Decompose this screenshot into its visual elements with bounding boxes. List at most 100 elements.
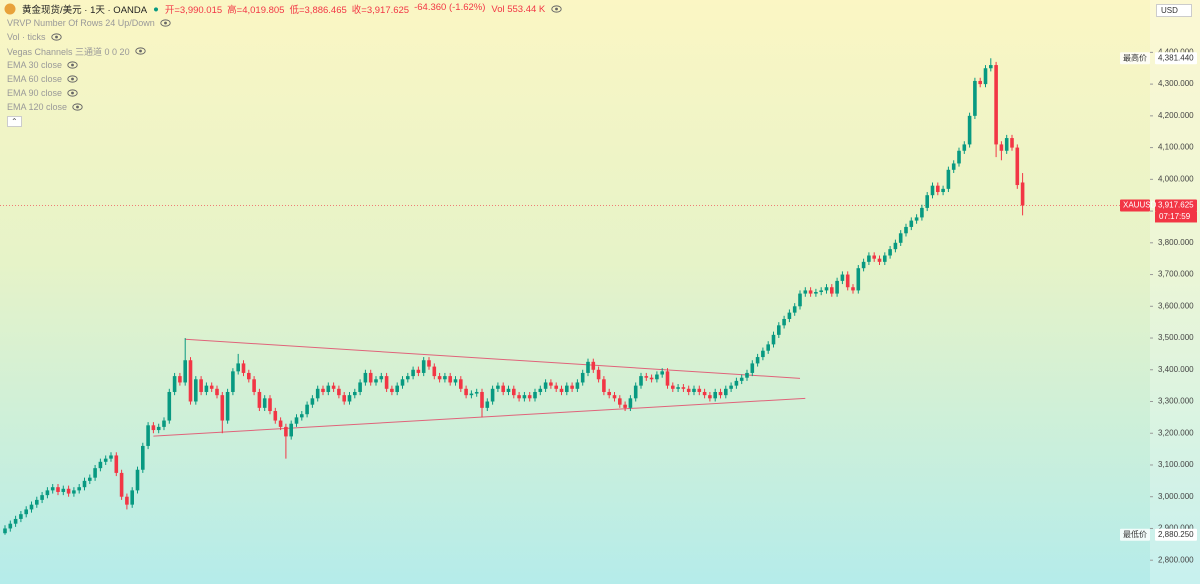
eye-icon[interactable] [72, 103, 83, 111]
indicator: EMA 60 close [0, 72, 562, 86]
candle-body [98, 461, 103, 469]
candle-body [331, 385, 336, 389]
price-tag [1155, 199, 1197, 212]
candle-body [830, 287, 834, 294]
candle-body [289, 423, 293, 437]
candle-body [294, 417, 299, 424]
candle-body [607, 391, 611, 396]
price-tag-label-bg [1120, 199, 1150, 212]
candle-body [268, 398, 272, 412]
candle-body [930, 185, 935, 196]
candle-body [718, 391, 723, 396]
candle-body [835, 280, 839, 294]
eye-icon[interactable] [67, 89, 78, 97]
eye-icon[interactable] [67, 75, 78, 83]
candle-body [225, 391, 230, 421]
candle-body [40, 495, 44, 500]
y-tick-label: 3,300.000 [1158, 397, 1194, 406]
candle-body [8, 523, 13, 529]
candle-body [962, 144, 967, 151]
candle-body [580, 372, 585, 383]
candle-body [310, 398, 315, 405]
candle-body [967, 115, 972, 145]
candle-body [888, 249, 892, 256]
candle-body [946, 169, 951, 189]
price-tag-value: 2,880.250 [1158, 530, 1194, 539]
candle-body [321, 388, 325, 392]
candle-body [220, 395, 225, 421]
y-tick-label: 3,400.000 [1158, 365, 1194, 374]
candle-body [374, 379, 378, 383]
candle-body [119, 472, 124, 497]
candle-body [543, 382, 548, 389]
eye-icon[interactable] [67, 61, 78, 69]
y-tick-label: 3,700.000 [1158, 270, 1194, 279]
candle-body [315, 388, 320, 399]
candle-body [702, 391, 707, 396]
candle-body [914, 217, 919, 221]
countdown-bg [1155, 211, 1197, 223]
candle-body [840, 274, 845, 281]
candle-body [257, 391, 262, 408]
candle-body [565, 385, 569, 392]
candle-body [411, 369, 415, 377]
candle-body [368, 372, 373, 383]
candle-body [941, 188, 945, 193]
candle-body [384, 376, 389, 389]
trendline [185, 338, 801, 379]
candle-body [973, 80, 977, 116]
eye-icon[interactable] [134, 47, 146, 55]
eye-icon[interactable] [50, 33, 62, 41]
candle-body [167, 391, 172, 421]
y-tick-label: 4,200.000 [1158, 111, 1194, 120]
candle-body [538, 388, 543, 392]
legend: 黄金现货/美元 · 1天 · OANDA ● 开=3,990.015 高=4,01… [0, 2, 562, 128]
candle-body [824, 287, 829, 291]
candle-body [591, 361, 596, 370]
candle-body [628, 398, 633, 408]
candle-body [490, 388, 495, 402]
candle-body [925, 195, 929, 208]
collapse[interactable]: ⌃ [0, 114, 562, 128]
candle-body [739, 377, 744, 381]
candle-body [480, 391, 484, 408]
y-tick-label: 3,500.000 [1158, 333, 1194, 342]
candle-body [178, 376, 182, 383]
candle-body [125, 496, 129, 505]
candle-body [66, 488, 71, 494]
candle-body [363, 372, 368, 383]
price-tag-value: 4,381.440 [1158, 53, 1194, 62]
candle-body [782, 318, 786, 326]
candle-body [814, 292, 818, 294]
candle-body [469, 393, 474, 396]
y-tick-label: 4,300.000 [1158, 79, 1194, 88]
candle-body [358, 382, 362, 392]
candle-body [808, 290, 813, 294]
candle-body [755, 357, 760, 364]
currency-button[interactable]: USD [1156, 4, 1192, 17]
candle-body [512, 388, 516, 396]
countdown: 07:17:59 [1159, 212, 1191, 221]
candle-body [771, 334, 776, 345]
candle-body [999, 144, 1004, 151]
candle-body [527, 395, 532, 399]
candle-body [199, 379, 203, 392]
candle-body [82, 480, 87, 488]
price-tag-label-bg [1120, 528, 1150, 541]
candle-body [77, 487, 81, 491]
candle-body [305, 404, 309, 415]
candle-body [453, 379, 458, 383]
candle-body [644, 376, 649, 378]
candle-body [56, 487, 60, 492]
candle-body [777, 325, 781, 335]
indicator: Vol · ticks [0, 30, 562, 44]
candle-body [559, 388, 564, 392]
candle-body [262, 398, 267, 408]
candle-body [29, 504, 34, 510]
eye-icon[interactable] [160, 19, 171, 27]
candle-body [427, 360, 431, 367]
candle-body [856, 268, 861, 291]
candle-body [596, 369, 601, 380]
eye-icon[interactable] [551, 5, 562, 13]
candle-body [936, 185, 940, 193]
